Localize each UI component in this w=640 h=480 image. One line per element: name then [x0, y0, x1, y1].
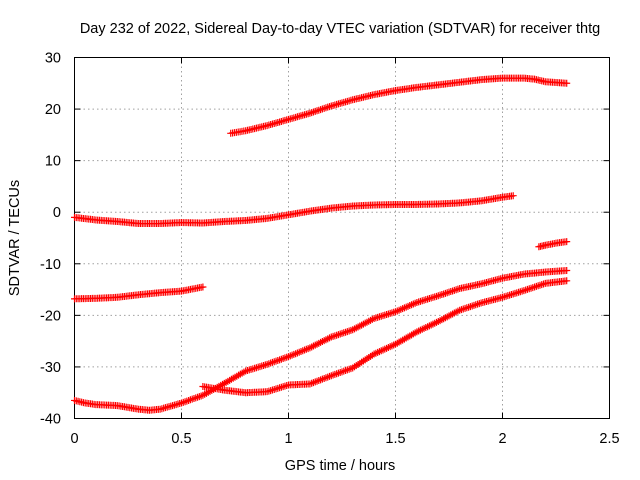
y-tick-label: -40	[40, 412, 61, 428]
data-point	[309, 108, 317, 116]
series-arc-6	[199, 277, 571, 397]
data-point	[532, 282, 540, 290]
data-point	[449, 287, 457, 295]
series-arc-3	[535, 238, 571, 251]
data-point	[523, 285, 531, 293]
data-point	[454, 285, 462, 293]
data-point	[445, 288, 453, 296]
x-tick-label: 2.5	[599, 431, 619, 447]
data-point	[436, 291, 444, 299]
data-point	[563, 266, 571, 274]
y-tick-label: 0	[53, 205, 61, 221]
data-point	[461, 304, 469, 312]
data-point	[534, 282, 542, 290]
data-point	[465, 303, 473, 311]
x-axis-label: GPS time / hours	[285, 458, 395, 474]
data-point	[466, 303, 474, 311]
data-point	[520, 287, 528, 295]
data-point	[438, 291, 446, 299]
y-tick-label: 10	[45, 154, 61, 170]
y-tick-label: 30	[45, 51, 61, 67]
data-point	[318, 105, 326, 113]
data-point	[531, 283, 539, 291]
y-tick-label: -30	[40, 360, 61, 376]
data-point	[306, 109, 314, 117]
data-point	[468, 302, 476, 310]
data-point	[522, 286, 530, 294]
x-tick-label: 1.5	[385, 431, 405, 447]
y-tick-label: -10	[40, 257, 61, 273]
series-arc-2	[71, 192, 517, 228]
data-points	[71, 74, 571, 414]
data-point	[450, 286, 458, 294]
data-point	[199, 283, 207, 291]
data-point	[540, 280, 548, 288]
data-point	[472, 301, 480, 309]
data-point	[536, 281, 544, 289]
data-point	[443, 289, 451, 297]
axis-ticks	[74, 57, 610, 419]
data-point	[340, 329, 348, 337]
data-point	[333, 331, 341, 339]
data-point	[320, 104, 328, 112]
x-tick-labels: 0 0.5 1 1.5 2 2.5	[70, 431, 619, 447]
data-point	[563, 79, 571, 87]
y-axis-label: SDTVAR / TECUs	[7, 180, 23, 296]
x-tick-label: 1	[284, 431, 292, 447]
x-tick-label: 2	[498, 431, 506, 447]
data-point	[342, 328, 350, 336]
series-arc-4	[71, 283, 207, 303]
data-point	[322, 104, 330, 112]
grid-lines	[74, 57, 610, 419]
data-point	[527, 284, 535, 292]
data-point	[563, 277, 571, 285]
data-point	[308, 109, 316, 117]
x-tick-label: 0.5	[171, 431, 191, 447]
y-tick-labels: -40 -30 -20 -10 0 10 20 30	[40, 51, 61, 428]
data-point	[563, 238, 571, 246]
data-point	[509, 192, 517, 200]
data-point	[475, 300, 483, 308]
data-point	[538, 281, 546, 289]
x-tick-label: 0	[70, 431, 78, 447]
y-tick-label: 20	[45, 102, 61, 118]
data-point	[317, 106, 325, 114]
data-point	[338, 329, 346, 337]
data-point	[474, 300, 482, 308]
series-arc-1	[227, 74, 571, 137]
series-arc-5	[71, 266, 571, 414]
chart-title: Day 232 of 2022, Sidereal Day-to-day VTE…	[80, 21, 600, 37]
data-point	[452, 286, 460, 294]
data-point	[525, 285, 533, 293]
plot-frame	[74, 57, 610, 419]
data-point	[315, 106, 323, 114]
data-point	[434, 292, 442, 300]
data-point	[463, 304, 471, 312]
data-point	[343, 328, 351, 336]
data-point	[470, 301, 478, 309]
data-point	[313, 107, 321, 115]
data-point	[441, 289, 449, 297]
data-point	[324, 103, 332, 111]
y-tick-label: -20	[40, 308, 61, 324]
data-point	[447, 288, 455, 296]
data-point	[334, 331, 342, 339]
data-point	[440, 290, 448, 298]
data-point	[336, 330, 344, 338]
data-point	[529, 284, 537, 292]
